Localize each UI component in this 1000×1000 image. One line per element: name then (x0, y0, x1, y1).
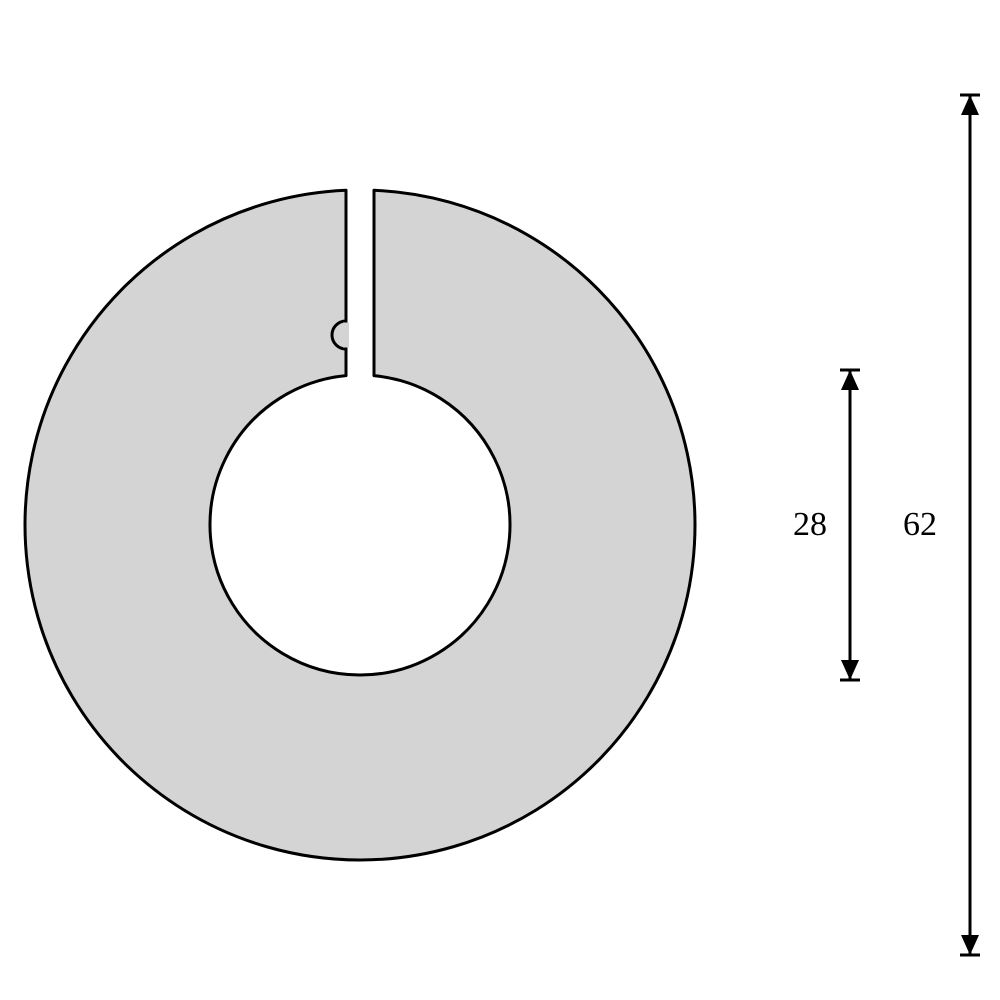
dimension-label-outer: 62 (903, 506, 937, 544)
dimension-label-inner: 28 (793, 506, 827, 544)
drawing-canvas: 28 62 (0, 0, 1000, 1000)
drawing-svg (0, 0, 1000, 1000)
